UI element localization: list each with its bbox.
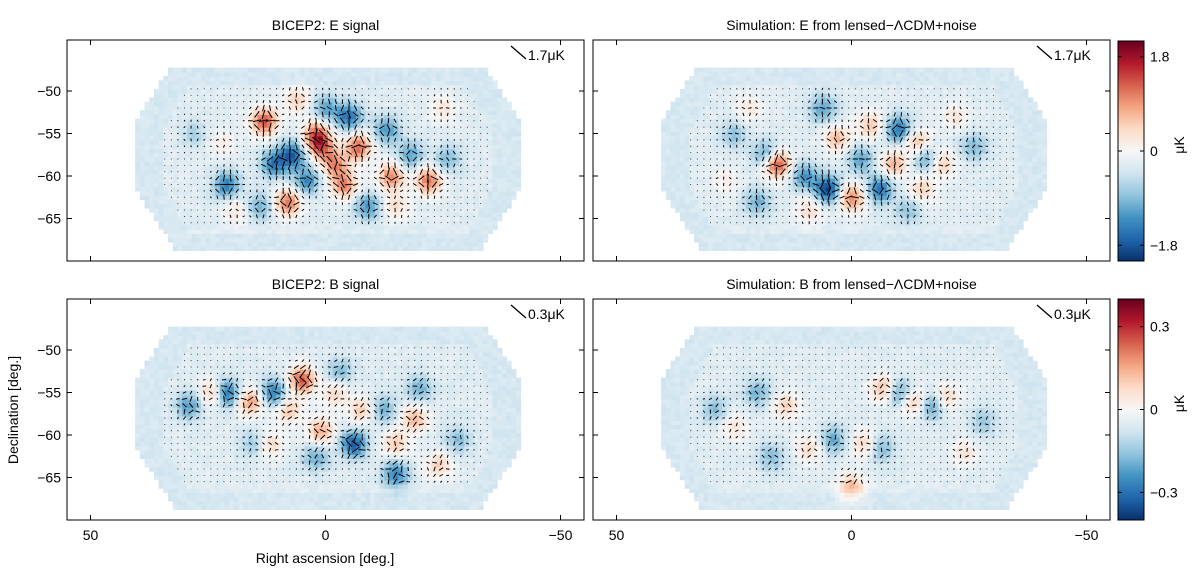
polarization-vectors — [164, 347, 488, 485]
colorbar-tick-label: −0.3 — [1150, 484, 1178, 500]
panel-title: BICEP2: E signal — [272, 17, 379, 33]
scale-reference-label: 0.3μK — [1054, 306, 1092, 322]
y-tick-label: −50 — [37, 83, 61, 99]
x-tick-label: 50 — [83, 527, 99, 543]
polarization-vectors — [164, 86, 488, 225]
panel-title: Simulation: B from lensed−ΛCDM+noise — [726, 276, 977, 292]
colorbar-tick-label: 0.3 — [1150, 319, 1170, 335]
panel-bicep2-b-signal: BICEP2: B signal 0.3μK — [66, 276, 585, 521]
colorbar-b: 0.3 0 −0.3 μK — [1117, 298, 1187, 521]
colorbar-tick-label: 0 — [1150, 402, 1158, 418]
x-tick-label: 0 — [848, 527, 856, 543]
panel-sim-e-signal: Simulation: E from lensed−ΛCDM+noise 1.7μ… — [592, 17, 1111, 262]
colorbar-tick-label: −1.8 — [1150, 237, 1178, 253]
x-axis-label: Right ascension [deg.] — [256, 550, 395, 566]
temperature-map — [135, 326, 522, 510]
colorbar-tick-label: 1.8 — [1150, 49, 1170, 65]
scale-reference-label: 1.7μK — [1054, 47, 1092, 63]
panel-bicep2-e-signal: BICEP2: E signal 1.7μK — [66, 17, 585, 262]
panel-title: BICEP2: B signal — [272, 276, 379, 292]
scale-reference-label: 1.7μK — [528, 47, 566, 63]
scale-reference-bar — [1036, 304, 1053, 319]
temperature-map — [661, 326, 1048, 510]
panel-sim-b-signal: Simulation: B from lensed−ΛCDM+noise 0.3μ… — [592, 276, 1111, 521]
colorbar-tick-label: 0 — [1150, 143, 1158, 159]
scale-reference-bar — [510, 304, 527, 319]
scale-reference-label: 0.3μK — [528, 306, 566, 322]
x-tick-label: −50 — [1075, 527, 1099, 543]
y-axis-label: Declination [deg.] — [5, 356, 21, 464]
polarization-vectors — [690, 347, 1014, 485]
x-tick-label: 0 — [322, 527, 330, 543]
scale-reference-bar — [510, 45, 527, 60]
colorbars-layer: 1.8 0 −1.8 μK 0.3 0 −0.3 μK — [1117, 40, 1187, 521]
axes-layer: −50 −55 −60 −65 −50 −55 −60 −65 50 0 −50 50 0 −50 — [37, 40, 1110, 543]
colorbar-unit-label: μK — [1171, 136, 1187, 154]
y-tick-label: −65 — [37, 211, 61, 227]
x-tick-label: −50 — [549, 527, 573, 543]
temperature-map — [135, 67, 522, 251]
scale-reference-bar — [1036, 45, 1053, 60]
colorbar-gradient — [1117, 298, 1145, 521]
y-tick-label: −55 — [37, 126, 61, 142]
y-tick-label: −65 — [37, 470, 61, 486]
polarization-vectors — [690, 87, 1014, 225]
panel-title: Simulation: E from lensed−ΛCDM+noise — [726, 17, 977, 33]
temperature-map — [661, 67, 1048, 251]
y-tick-label: −50 — [37, 342, 61, 358]
y-tick-label: −60 — [37, 427, 61, 443]
y-tick-label: −60 — [37, 168, 61, 184]
x-tick-label: 50 — [609, 527, 625, 543]
colorbar-unit-label: μK — [1171, 394, 1187, 412]
y-tick-label: −55 — [37, 385, 61, 401]
colorbar-e: 1.8 0 −1.8 μK — [1117, 40, 1187, 262]
